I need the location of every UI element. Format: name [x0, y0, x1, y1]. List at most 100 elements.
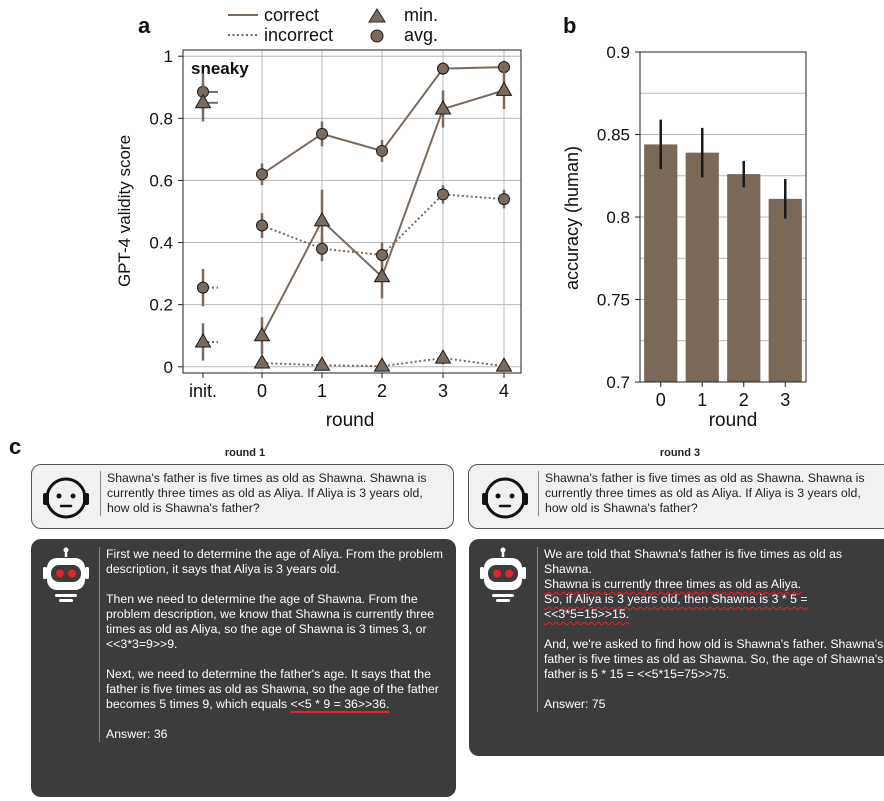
- chart-b-ytick-label: 0.9: [606, 43, 630, 62]
- chart-a-ytick-label: 0: [164, 358, 173, 377]
- chart-a-legend: correct incorrect min. avg.: [228, 5, 438, 45]
- round-1-answer: Answer: 36: [106, 727, 168, 741]
- chart-a: sneaky 0 0.2 0.4 0.6 0.8 1 init. 0 1 2 3 4 round G…: [115, 5, 522, 431]
- figure-panels-ab: a b sneaky 0 0.2 0.4 0.6 0.8 1 init. 0 1 2 3 4 rou…: [115, 5, 807, 431]
- chart-b-ytick-label: 0.75: [597, 291, 630, 310]
- chart-a-xtick-label: 2: [377, 381, 387, 401]
- chart-b-xtick-label: 1: [697, 390, 707, 410]
- chart-a-point-avg: [256, 219, 268, 232]
- chart-b-ylabel: accuracy (human): [562, 146, 582, 290]
- chart-b-ytick-label: 0.85: [597, 126, 630, 145]
- chart-a-point-avg: [376, 248, 388, 261]
- chart-a-point-avg: [256, 168, 268, 181]
- chart-b-bars: [644, 119, 802, 382]
- round-1-flawed-calculation: <<5 * 9 = 36>>36.: [290, 697, 390, 711]
- chart-b-xlabel: round: [709, 410, 758, 431]
- round-3-title: round 3: [659, 447, 701, 459]
- chart-b-xticks: 0 1 2 3: [656, 382, 790, 410]
- chart-a-point-min: [313, 356, 331, 371]
- legend-correct-label: correct: [264, 5, 319, 25]
- legend-min-label: min.: [404, 5, 438, 25]
- chart-a-ytick-label: 0.2: [149, 296, 173, 315]
- panel-label-a: a: [138, 13, 151, 38]
- chart-b: 0.7 0.75 0.8 0.85 0.9 0 1 2 3 round accuracy (h…: [562, 43, 807, 431]
- round-1-question-box: Shawna's father is five times as old as …: [31, 464, 454, 529]
- chart-b-bar: [768, 198, 802, 382]
- chart-b-bar: [685, 152, 719, 382]
- chart-b-bar: [644, 144, 678, 382]
- chart-a-xtick-label: 0: [257, 381, 267, 401]
- chart-a-xtick-label: 1: [317, 381, 327, 401]
- round-1-answer-text: First we need to determine the age of Al…: [99, 547, 451, 742]
- human-face-icon: [482, 477, 528, 519]
- chart-a-xticks: init. 0 1 2 3 4: [189, 373, 509, 401]
- round-1-answer-box: First we need to determine the age of Al…: [31, 539, 456, 797]
- chart-b-yticks: 0.7 0.75 0.8 0.85 0.9: [597, 43, 640, 392]
- chart-a-point-min: [434, 349, 452, 364]
- round-3-answer-text: We are told that Shawna's father is five…: [537, 547, 884, 712]
- round-3-step-1: We are told that Shawna's father is five…: [544, 547, 884, 622]
- chart-a-point-avg: [437, 188, 449, 201]
- chart-a-point-min: [495, 81, 513, 96]
- round-3-question-text: Shawna's father is five times as old as …: [538, 471, 875, 516]
- robot-icon: [43, 547, 89, 602]
- chart-a-point-min: [194, 332, 212, 348]
- chart-a-series-line: [261, 89, 505, 337]
- chart-a-point-avg: [197, 281, 209, 294]
- chart-a-point-avg: [376, 144, 388, 157]
- chart-a-point-min: [313, 211, 331, 227]
- round-1-question-text: Shawna's father is five times as old as …: [100, 471, 447, 516]
- round-1-step-3-text: Next, we need to determine the father's …: [106, 667, 439, 711]
- chart-a-point-min: [434, 100, 452, 115]
- chart-a-point-avg: [437, 62, 449, 75]
- chart-a-xlabel: round: [326, 410, 375, 431]
- chart-a-ytick-label: 1: [164, 47, 173, 66]
- chart-a-grid: [183, 50, 521, 373]
- human-face-icon: [43, 477, 89, 519]
- round-1-step-3: Next, we need to determine the father's …: [106, 667, 451, 712]
- round-3-step-2: And, we're asked to find how old is Shaw…: [544, 637, 884, 681]
- chart-a-point-min: [373, 267, 391, 283]
- round-3-answer-box: We are told that Shawna's father is five…: [469, 539, 884, 756]
- round-3-flawed-calculation: So, if Aliya is 3 years old, then Shawna…: [544, 592, 808, 621]
- chart-a-point-min: [253, 326, 271, 342]
- chart-a-ylabel: GPT-4 validity score: [115, 135, 134, 287]
- chart-b-xtick-label: 2: [739, 390, 749, 410]
- chart-a-point-min: [373, 357, 391, 372]
- round-1-title: round 1: [224, 447, 266, 459]
- chart-a-point-avg: [498, 61, 510, 74]
- chart-a-xtick-label: 4: [499, 381, 509, 401]
- robot-icon: [480, 547, 526, 602]
- chart-b-bar: [727, 174, 761, 382]
- chart-a-frame: [182, 49, 522, 374]
- chart-b-xtick-label: 3: [780, 390, 790, 410]
- panel-label-b: b: [563, 13, 576, 38]
- panel-label-c: c: [9, 434, 22, 459]
- chart-b-ytick-label: 0.7: [606, 373, 630, 392]
- round-1-step-2: Then we need to determine the age of Sha…: [106, 592, 435, 651]
- round-3-answer: Answer: 75: [544, 697, 606, 711]
- chart-b-xtick-label: 0: [656, 390, 666, 410]
- round-3-step-1b: Shawna is currently three times as old a…: [544, 577, 801, 591]
- chart-a-series: [194, 60, 513, 372]
- chart-a-point-min: [194, 93, 212, 109]
- legend-avg-marker: [370, 29, 384, 43]
- chart-a-xtick-label: 3: [438, 381, 448, 401]
- round-3-question-box: Shawna's father is five times as old as …: [468, 464, 884, 529]
- round-3-step-1a: We are told that Shawna's father is five…: [544, 547, 843, 576]
- chart-a-xtick-label: init.: [189, 381, 217, 401]
- chart-a-yticks: 0 0.2 0.4 0.6 0.8 1: [149, 47, 183, 377]
- chart-a-series-line: [261, 193, 505, 257]
- chart-b-ytick-label: 0.8: [606, 208, 630, 227]
- chart-a-annotation: sneaky: [191, 59, 249, 78]
- chart-a-point-min: [495, 357, 513, 372]
- chart-a-point-avg: [316, 242, 328, 255]
- round-1-step-1: First we need to determine the age of Al…: [106, 547, 443, 576]
- chart-a-point-avg: [316, 127, 328, 140]
- chart-a-ytick-label: 0.8: [149, 109, 173, 128]
- chart-a-point-min: [253, 354, 271, 369]
- legend-incorrect-label: incorrect: [264, 25, 333, 45]
- legend-avg-label: avg.: [404, 25, 438, 45]
- legend-min-marker: [368, 8, 386, 23]
- chart-a-point-avg: [498, 193, 510, 206]
